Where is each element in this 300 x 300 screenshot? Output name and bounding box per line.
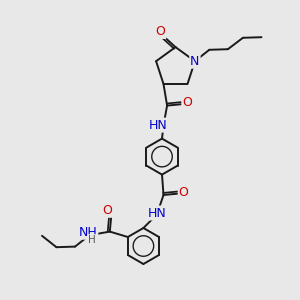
Text: N: N	[190, 55, 200, 68]
Text: HN: HN	[148, 206, 166, 220]
Text: NH: NH	[79, 226, 97, 239]
Text: O: O	[102, 204, 112, 217]
Text: HN: HN	[149, 118, 167, 132]
Text: O: O	[179, 186, 188, 199]
Text: O: O	[182, 96, 192, 110]
Text: H: H	[88, 235, 96, 245]
Text: O: O	[156, 25, 165, 38]
